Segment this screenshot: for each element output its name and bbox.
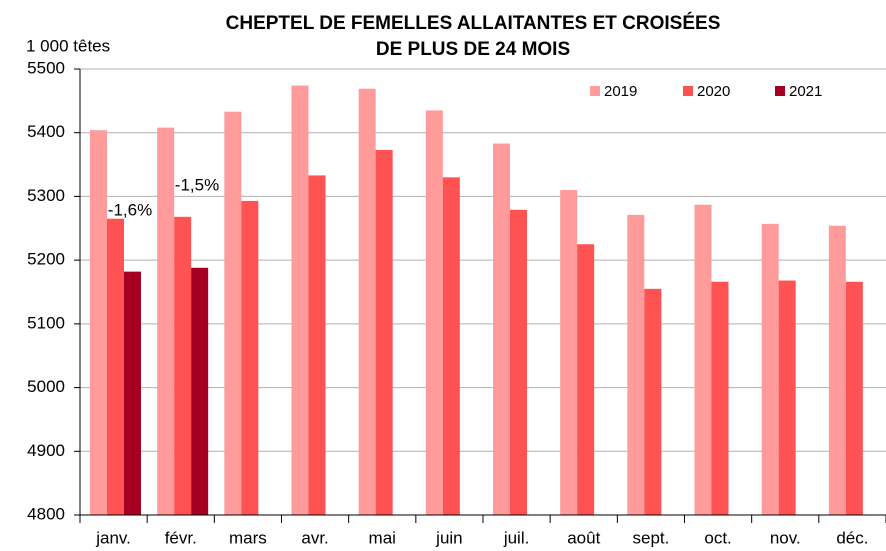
bar: [442, 177, 460, 516]
bars: [90, 85, 863, 516]
bar: [241, 200, 259, 516]
bar: [778, 280, 796, 515]
bar: [694, 204, 712, 515]
x-tick-label: janv.: [95, 528, 131, 547]
x-tick-label: mars: [229, 528, 267, 547]
bar: [174, 216, 192, 515]
x-tick-label: juil.: [503, 528, 530, 547]
y-axis-label: 1 000 têtes: [26, 36, 110, 55]
grid: [80, 68, 886, 516]
y-tick-label: 5200: [27, 250, 65, 269]
bar: [711, 281, 729, 515]
legend-label: 2020: [697, 83, 730, 100]
bar: [627, 214, 645, 516]
x-tick-label: sept.: [632, 528, 669, 547]
axes: [74, 68, 886, 523]
bar: [828, 225, 846, 516]
bar: [375, 149, 393, 515]
y-tick-label: 5300: [27, 186, 65, 205]
bar: [425, 110, 443, 516]
x-tick-label: mai: [369, 528, 396, 547]
bar: [291, 85, 309, 516]
annotation: -1,6%: [108, 200, 152, 219]
bar: [308, 175, 326, 515]
legend-label: 2021: [789, 83, 822, 100]
bar: [124, 271, 141, 515]
annotation: -1,5%: [175, 175, 219, 194]
bar: [157, 127, 175, 516]
y-tick-label: 5100: [27, 313, 65, 332]
legend-swatch: [590, 86, 600, 96]
y-tick-label: 5000: [27, 377, 65, 396]
bar: [560, 190, 578, 516]
x-tick-label: déc.: [836, 528, 868, 547]
x-tick-label: août: [567, 528, 600, 547]
y-tick-label: 5400: [27, 122, 65, 141]
bar: [90, 130, 107, 515]
bar: [191, 267, 209, 515]
bar: [224, 111, 242, 515]
y-tick-label: 5500: [27, 58, 65, 77]
bar: [761, 223, 779, 515]
x-tick-label: juin: [435, 528, 462, 547]
x-tick-label: nov.: [770, 528, 801, 547]
legend-swatch: [775, 86, 785, 96]
legend-swatch: [683, 86, 693, 96]
bar: [358, 88, 376, 515]
chart-title: CHEPTEL DE FEMELLES ALLAITANTES ET CROIS…: [226, 12, 721, 34]
bar: [644, 288, 662, 515]
bar: [845, 281, 863, 515]
x-tick-label: févr.: [165, 528, 197, 547]
y-tick-label: 4800: [27, 504, 65, 523]
y-tick-label: 4900: [27, 441, 65, 460]
x-tick-label: avr.: [301, 528, 328, 547]
legend-label: 2019: [604, 83, 637, 100]
bar: [107, 218, 124, 515]
chart-title: DE PLUS DE 24 MOIS: [376, 39, 570, 60]
bar: [510, 209, 527, 515]
bar: [493, 143, 510, 515]
x-tick-label: oct.: [704, 528, 731, 547]
bar: [577, 244, 595, 515]
